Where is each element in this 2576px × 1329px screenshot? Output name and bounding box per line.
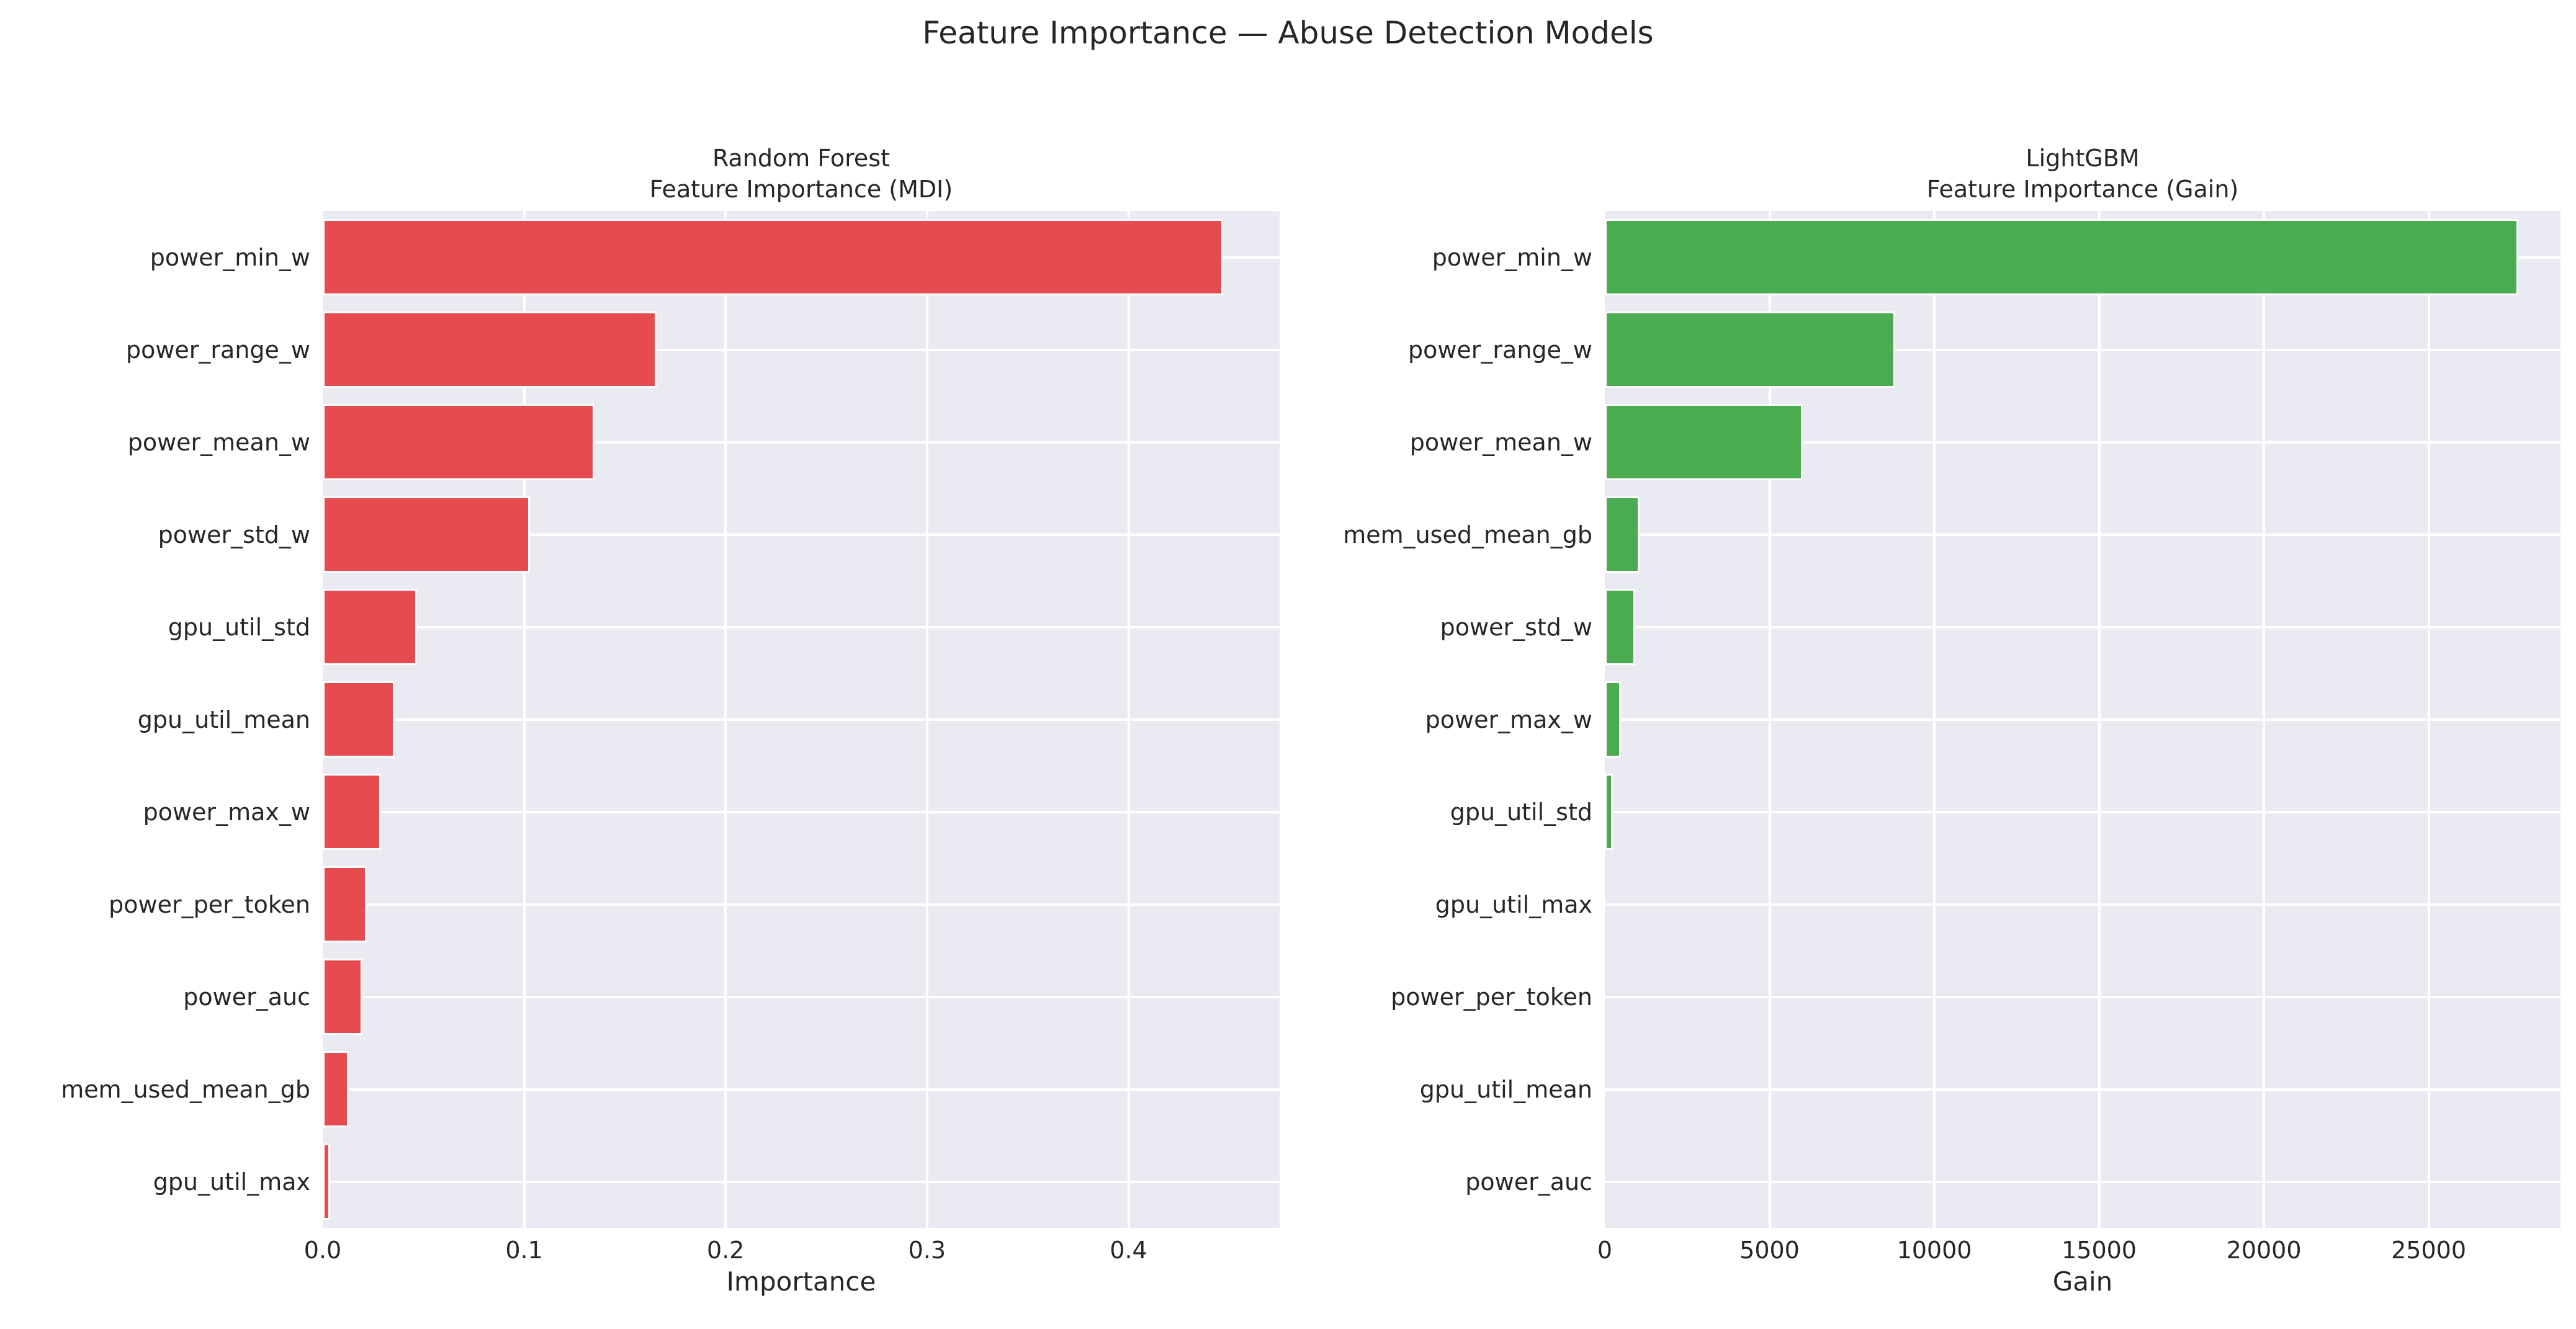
axes-lightgbm: LightGBM Feature Importance (Gain) Gain … [1343,145,2560,1297]
bar-gpu_util_std [323,588,418,666]
ytick-label-power_auc: power_auc [1465,1168,1592,1196]
ytick-label-power_std_w: power_std_w [1440,613,1592,641]
y-gridline [1605,348,2560,351]
xtick-label: 0.3 [908,1237,946,1264]
y-gridline [1605,533,2560,536]
figure-title: Feature Importance — Abuse Detection Mod… [922,15,1654,51]
y-gridline [1605,1088,2560,1091]
ytick-label-gpu_util_max: gpu_util_max [153,1168,310,1196]
bar-power_mean_w [323,403,595,481]
ytick-label-power_mean_w: power_mean_w [127,428,310,456]
y-gridline [323,995,1280,998]
ytick-label-power_std_w: power_std_w [158,521,310,548]
xtick-label: 0.4 [1110,1237,1147,1264]
xtick-label: 25000 [2391,1237,2467,1264]
xtick-label: 0 [1597,1237,1613,1264]
y-gridline [1605,810,2560,813]
x-axis-label-importance: Importance [726,1266,876,1297]
y-gridline [1605,441,2560,444]
ytick-label-gpu_util_std: gpu_util_std [1450,798,1592,826]
y-gridline [1605,625,2560,629]
bar-power_per_token [323,866,367,943]
bar-power_min_w [323,218,1223,296]
xtick-label: 0.0 [303,1237,342,1264]
y-gridline [323,810,1280,813]
ytick-label-power_max_w: power_max_w [1425,705,1592,733]
bar-power_range_w [323,311,657,388]
ytick-label-mem_used_mean_gb: mem_used_mean_gb [61,1075,310,1103]
bar-power_max_w [323,773,381,851]
y-gridline [1605,903,2560,906]
subplot-title-lightgbm: LightGBM Feature Importance (Gain) [1926,144,2239,203]
axes-random-forest: Random Forest Feature Importance (MDI) I… [61,145,1280,1297]
bar-power_mean_w [1605,403,1803,481]
y-gridline [323,533,1280,536]
xtick-label: 10000 [1896,1237,1972,1264]
xtick-label: 5000 [1739,1237,1800,1264]
ytick-label-mem_used_mean_gb: mem_used_mean_gb [1343,521,1592,548]
ytick-label-gpu_util_std: gpu_util_std [168,613,310,641]
ytick-label-power_min_w: power_min_w [1432,243,1592,271]
y-gridline [323,441,1280,444]
ytick-label-power_min_w: power_min_w [150,243,310,271]
y-gridline [323,718,1280,721]
bar-power_min_w [1605,218,2518,296]
ytick-label-gpu_util_max: gpu_util_max [1435,890,1592,918]
ytick-label-gpu_util_mean: gpu_util_mean [137,705,310,733]
ytick-label-power_per_token: power_per_token [109,890,310,918]
xtick-label: 0.1 [505,1237,543,1264]
bar-power_range_w [1605,311,1895,388]
ytick-label-power_per_token: power_per_token [1391,983,1592,1011]
subplot-title-random-forest: Random Forest Feature Importance (MDI) [649,144,953,203]
y-gridline [323,1180,1280,1183]
y-gridline [323,625,1280,629]
bar-power_std_w [1605,588,1635,666]
ytick-label-power_range_w: power_range_w [125,336,310,364]
bar-gpu_util_max [323,1143,331,1220]
y-gridline [1605,1180,2560,1183]
xtick-label: 15000 [2062,1237,2137,1264]
ytick-label-gpu_util_mean: gpu_util_mean [1419,1075,1592,1103]
ytick-label-power_auc: power_auc [183,983,310,1011]
xtick-label: 0.2 [707,1237,745,1264]
y-gridline [323,348,1280,351]
x-axis-label-gain: Gain [2052,1266,2113,1297]
ytick-label-power_range_w: power_range_w [1407,336,1592,364]
bar-power_auc [323,958,363,1036]
bar-gpu_util_mean [323,681,395,758]
bar-gpu_util_std [1605,773,1613,851]
ytick-label-power_max_w: power_max_w [143,798,310,826]
bar-mem_used_mean_gb [1605,496,1640,573]
y-gridline [1605,995,2560,998]
ytick-label-power_mean_w: power_mean_w [1409,428,1592,456]
y-gridline [1605,718,2560,721]
y-gridline [323,903,1280,906]
bar-power_std_w [323,496,530,573]
bar-mem_used_mean_gb [323,1050,349,1128]
xtick-label: 20000 [2226,1237,2302,1264]
y-gridline [323,1088,1280,1091]
bar-power_max_w [1605,681,1621,758]
